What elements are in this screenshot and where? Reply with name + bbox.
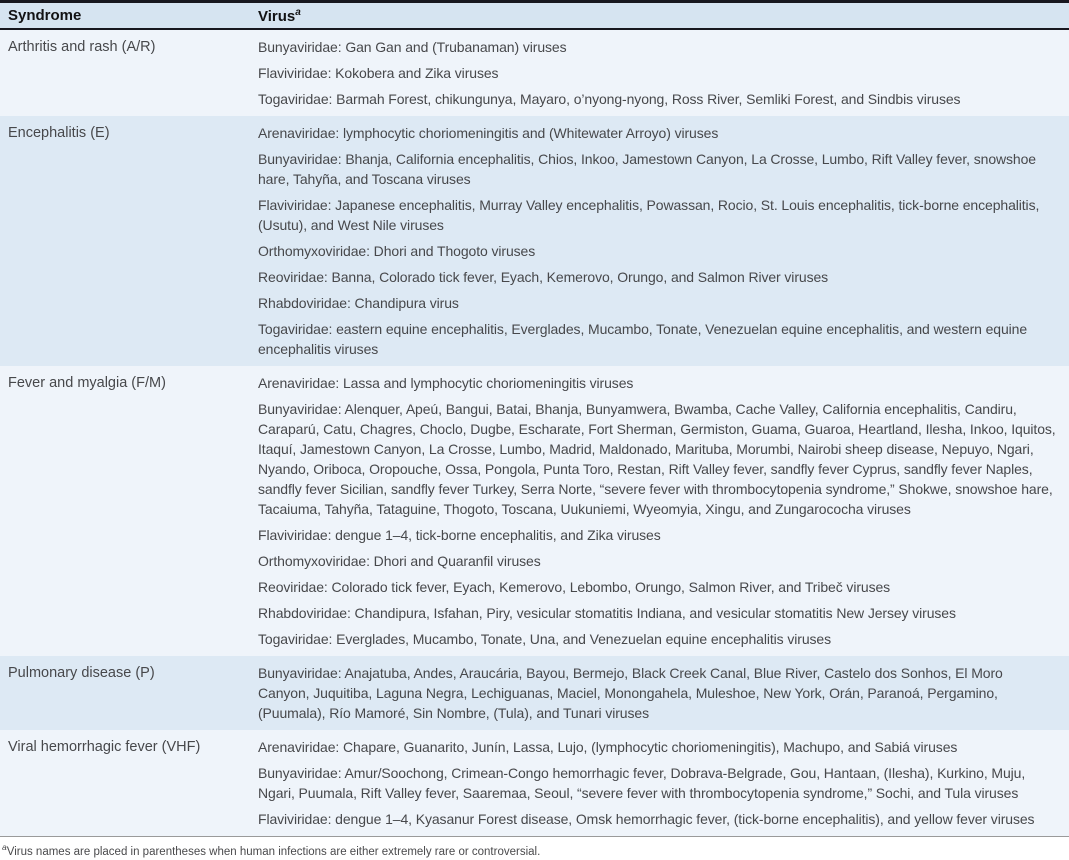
virus-list-row: Arenaviridae: Lassa and lymphocytic chor…: [258, 375, 634, 391]
virus-cell: Bunyaviridae: Anajatuba, Andes, Araucári…: [258, 660, 1069, 726]
virus-list-row: Rhabdoviridae: Chandipura virus: [258, 295, 459, 311]
virus-list-row: Togaviridae: Everglades, Mucambo, Tonate…: [258, 631, 831, 647]
virus-list-row: Bunyaviridae: Amur/Soochong, Crimean-Con…: [258, 765, 1026, 801]
virus-list-row: Flaviviridae: dengue 1–4, tick-borne enc…: [258, 527, 661, 543]
virus-list-row: Arenaviridae: Chapare, Guanarito, Junín,…: [258, 739, 958, 755]
syndrome-group-fever-myalgia: Fever and myalgia (F/M) Arenaviridae: La…: [0, 366, 1069, 656]
virus-cell: Arenaviridae: Lassa and lymphocytic chor…: [258, 370, 1069, 652]
virus-list-row: Flaviviridae: dengue 1–4, Kyasanur Fores…: [258, 811, 1035, 827]
virus-footnote-marker: a: [295, 7, 301, 18]
virus-list-row: Reoviridae: Banna, Colorado tick fever, …: [258, 269, 829, 285]
virus-cell: Arenaviridae: Chapare, Guanarito, Junín,…: [258, 734, 1069, 832]
virus-list-row: Togaviridae: eastern equine encephalitis…: [258, 321, 1028, 357]
virus-list-row: Orthomyxoviridae: Dhori and Quaranfil vi…: [258, 553, 541, 569]
syndrome-group-pulmonary: Pulmonary disease (P) Bunyaviridae: Anaj…: [0, 656, 1069, 730]
virus-list-row: Bunyaviridae: Bhanja, California encepha…: [258, 151, 1036, 187]
syndrome-cell: Pulmonary disease (P): [8, 665, 155, 681]
virus-list-row: Rhabdoviridae: Chandipura, Isfahan, Piry…: [258, 605, 956, 621]
virus-list-row: Bunyaviridae: Alenquer, Apeú, Bangui, Ba…: [258, 401, 1056, 517]
syndrome-cell: Encephalitis (E): [8, 125, 110, 141]
syndrome-group-vhf: Viral hemorrhagic fever (VHF) Arenavirid…: [0, 730, 1069, 836]
syndrome-group-arthritis-rash: Arthritis and rash (A/R) Bunyaviridae: G…: [0, 30, 1069, 116]
table-header-row: Syndrome Virusa: [0, 3, 1069, 30]
syndrome-cell: Viral hemorrhagic fever (VHF): [8, 739, 201, 755]
syndrome-cell: Fever and myalgia (F/M): [8, 375, 166, 391]
syndrome-group-encephalitis: Encephalitis (E) Arenaviridae: lymphocyt…: [0, 116, 1069, 366]
table-footnote: aVirus names are placed in parentheses w…: [0, 836, 1069, 860]
virus-list-row: Flaviviridae: Japanese encephalitis, Mur…: [258, 197, 1040, 233]
syndrome-cell: Arthritis and rash (A/R): [8, 39, 156, 55]
virus-cell: Bunyaviridae: Gan Gan and (Trubanaman) v…: [258, 34, 1069, 112]
virus-list-row: Bunyaviridae: Gan Gan and (Trubanaman) v…: [258, 39, 567, 55]
virus-list-row: Arenaviridae: lymphocytic choriomeningit…: [258, 125, 719, 141]
column-header-virus-label: Virus: [258, 8, 296, 25]
virus-list-row: Reoviridae: Colorado tick fever, Eyach, …: [258, 579, 891, 595]
virus-list-row: Togaviridae: Barmah Forest, chikungunya,…: [258, 91, 961, 107]
footnote-text: Virus names are placed in parentheses wh…: [6, 845, 541, 858]
virus-list-row: Bunyaviridae: Anajatuba, Andes, Araucári…: [258, 665, 1003, 721]
column-header-syndrome: Syndrome: [8, 7, 82, 24]
virus-cell: Arenaviridae: lymphocytic choriomeningit…: [258, 120, 1069, 362]
column-header-virus: Virusa: [258, 7, 1069, 25]
virus-list-row: Flaviviridae: Kokobera and Zika viruses: [258, 65, 499, 81]
virus-list-row: Orthomyxoviridae: Dhori and Thogoto viru…: [258, 243, 536, 259]
